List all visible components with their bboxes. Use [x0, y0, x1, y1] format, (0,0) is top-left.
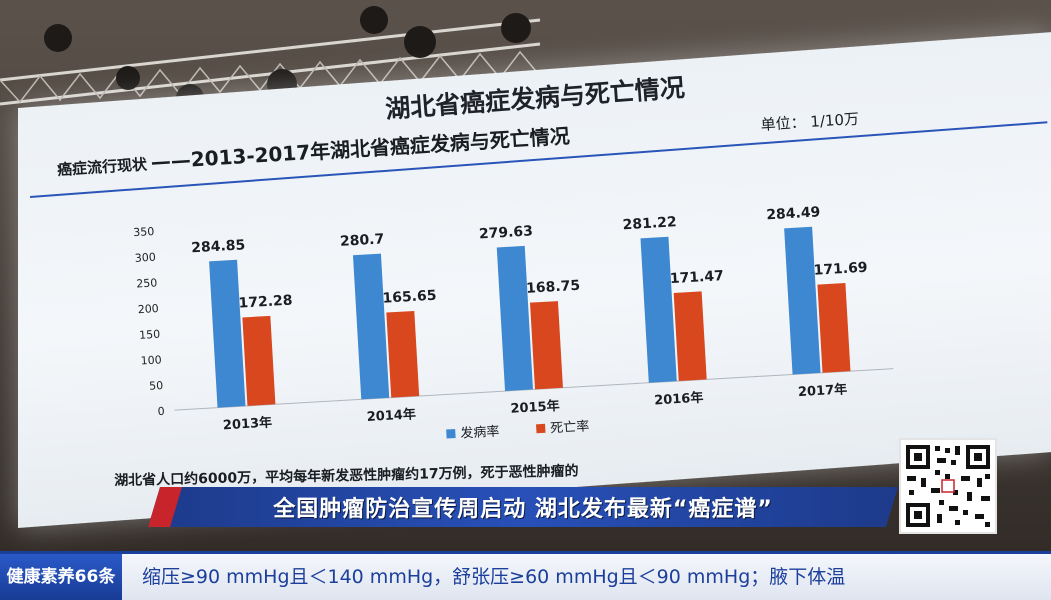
- x-tick-label: 2017年: [798, 381, 848, 400]
- x-tick-label: 2013年: [222, 415, 272, 434]
- data-label: 281.22: [622, 214, 677, 233]
- data-label: 279.63: [479, 223, 534, 242]
- y-tick-label: 100: [140, 353, 162, 367]
- bar-incidence: [209, 259, 246, 408]
- bar-incidence: [640, 236, 677, 383]
- data-label: 284.49: [766, 204, 821, 223]
- qr-code-icon: [899, 438, 997, 534]
- ticker-label: 健康素养66条: [0, 554, 122, 600]
- data-label: 165.65: [382, 288, 437, 307]
- news-headline: 全国肿瘤防治宣传周启动 湖北发布最新“癌症谱”: [273, 497, 773, 522]
- x-axis-line: [174, 368, 894, 411]
- data-label: 171.47: [669, 268, 724, 287]
- data-label: 168.75: [526, 278, 581, 297]
- legend-label: 死亡率: [550, 418, 590, 436]
- legend-swatch: [446, 428, 456, 439]
- qr-code-graphic: [906, 445, 990, 527]
- bar-mortality: [529, 301, 563, 390]
- data-label: 172.28: [238, 293, 293, 312]
- y-tick-label: 50: [149, 379, 164, 393]
- y-tick-label: 350: [133, 225, 155, 239]
- bar-incidence: [352, 253, 390, 400]
- ticker-text: 缩压≥90 mmHg且＜140 mmHg，舒张压≥60 mmHg且＜90 mmH…: [142, 566, 846, 588]
- y-tick-label: 300: [134, 251, 156, 265]
- y-tick-label: 250: [136, 276, 158, 290]
- x-tick-label: 2016年: [654, 390, 704, 409]
- bar-chart: 0 50 100 150 200 250 300 350 284.85 172.28 2013年 28…: [118, 148, 912, 462]
- bar-incidence: [784, 226, 821, 375]
- y-tick-label: 200: [137, 302, 159, 316]
- bar-mortality: [386, 310, 420, 398]
- bar-mortality: [817, 282, 851, 373]
- bar-mortality: [242, 315, 276, 406]
- bar-mortality: [673, 291, 707, 382]
- news-headline-bar: 全国肿瘤防治宣传周启动 湖北发布最新“癌症谱”: [148, 487, 898, 527]
- bar-incidence: [496, 245, 533, 392]
- chart-heading-prefix: 癌症流行现状: [56, 155, 148, 179]
- x-tick-label: 2015年: [510, 398, 560, 417]
- legend-swatch: [536, 423, 546, 434]
- x-tick-label: 2014年: [366, 406, 416, 425]
- data-label: 284.85: [191, 237, 246, 256]
- y-tick-label: 0: [157, 405, 165, 418]
- data-label: 171.69: [813, 260, 868, 279]
- y-tick-label: 150: [139, 328, 161, 342]
- bar-chart-svg: 0 50 100 150 200 250 300 350 284.85 172.28 2013年 28…: [133, 204, 894, 442]
- news-ticker: 健康素养66条 缩压≥90 mmHg且＜140 mmHg，舒张压≥60 mmHg…: [0, 551, 1051, 600]
- data-label: 280.7: [340, 231, 385, 250]
- legend-label: 发病率: [460, 423, 500, 441]
